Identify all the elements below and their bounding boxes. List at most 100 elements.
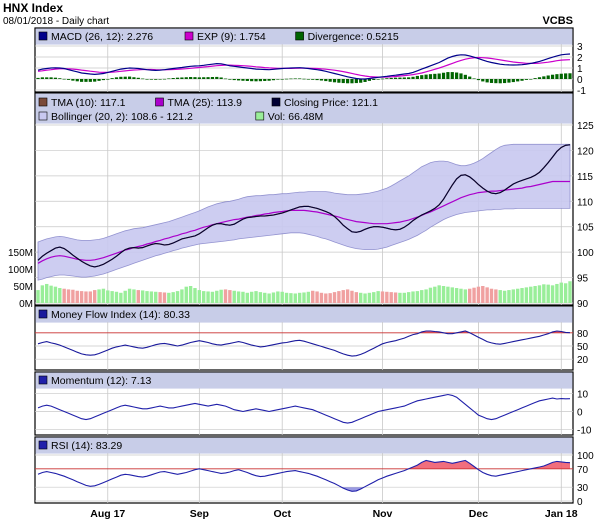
macd-divergence-bar-96 [455, 72, 459, 79]
momentum-ytick-0: 10 [577, 390, 589, 401]
volume-bar-108 [507, 290, 511, 303]
volume-bar-88 [420, 290, 424, 303]
rsi-panel: 100 70 30 0 RSI (14): 83.29 [34, 436, 594, 508]
volume-bar-29 [162, 292, 167, 303]
macd-divergence-bar-112 [524, 79, 528, 80]
volume-bar-3 [49, 285, 53, 303]
volume-bar-112 [524, 287, 529, 303]
macd-divergence-bar-3 [49, 77, 53, 79]
momentum-legend-label-0: Momentum (12): 7.13 [51, 375, 152, 387]
macd-divergence-bar-121 [564, 73, 568, 79]
macd-divergence-bar-115 [537, 77, 542, 79]
volume-bar-93 [441, 286, 446, 303]
rsi-line [37, 459, 571, 492]
volume-bar-82 [393, 292, 398, 303]
x-tick-label-2: Oct [273, 508, 291, 520]
macd-legend-swatch-2 [295, 31, 304, 41]
price-ytick-1: 120 [577, 146, 594, 157]
volume-bar-60 [297, 292, 302, 303]
macd-divergence-bar-106 [498, 79, 502, 84]
macd-divergence-bar-58 [289, 78, 293, 80]
mfi-legend-label-0: Money Flow Index (14): 80.33 [51, 309, 190, 321]
macd-divergence-bar-95 [450, 72, 454, 79]
volume-bar-95 [450, 287, 454, 303]
macd-divergence-bar-62 [306, 79, 310, 80]
macd-ytick-0: 3 [577, 42, 583, 53]
macd-divergence-bar-81 [389, 77, 393, 79]
volume-bar-19 [119, 292, 123, 303]
price-legend-band [35, 93, 573, 124]
volume-ytick-2: 50M [14, 282, 33, 293]
volume-bar-97 [459, 288, 463, 303]
macd-divergence-bar-98 [463, 74, 467, 79]
macd-ytick-4: -1 [577, 86, 586, 97]
macd-divergence-bar-45 [232, 79, 236, 81]
volume-ytick-1: 100M [8, 265, 33, 276]
macd-divergence-bar-82 [393, 77, 398, 79]
macd-divergence-bar-23 [136, 77, 140, 79]
volume-bar-6 [62, 288, 66, 303]
volume-bar-31 [171, 292, 175, 303]
volume-bar-76 [367, 292, 372, 303]
macd-divergence-bar-104 [489, 79, 494, 83]
volume-bar-65 [319, 292, 324, 303]
macd-divergence-bar-44 [228, 79, 232, 80]
macd-divergence-bar-17 [110, 78, 114, 79]
macd-divergence-bar-102 [481, 79, 485, 82]
macd-divergence-bar-74 [359, 79, 363, 83]
volume-bar-58 [289, 293, 293, 303]
macd-divergence-bar-50 [254, 79, 258, 82]
macd-divergence-bar-49 [250, 79, 254, 82]
x-tick-label-4: Dec [469, 508, 488, 520]
price-panel: 125 120 115 110 105 100 95 90 150M 100M 50M 0M TMA (… [8, 92, 594, 310]
macd-legend-band [35, 28, 573, 45]
macd-divergence-bar-22 [132, 77, 136, 79]
volume-bar-0 [36, 290, 40, 303]
mfi-legend-swatch-0 [38, 309, 48, 319]
price-ytick-6: 95 [577, 274, 589, 285]
volume-bar-85 [406, 292, 411, 303]
mfi-ytick-0: 80 [577, 329, 589, 340]
volume-bar-21 [127, 288, 132, 303]
price-legend-b-swatch-0 [38, 111, 48, 121]
macd-divergence-bar-27 [154, 79, 158, 80]
volume-bar-28 [158, 292, 162, 303]
macd-legend-label-1: EXP (9): 1.754 [197, 31, 266, 43]
volume-bar-117 [546, 284, 550, 303]
volume-bar-5 [58, 288, 62, 303]
macd-divergence-bar-84 [402, 77, 406, 79]
volume-bar-46 [236, 291, 241, 303]
macd-divergence-bar-89 [424, 74, 428, 79]
macd-legend-swatch-1 [184, 31, 194, 41]
volume-bar-121 [563, 283, 568, 303]
volume-bar-25 [145, 291, 149, 303]
mfi-line [37, 330, 571, 357]
macd-divergence-bar-107 [502, 79, 507, 84]
macd-divergence-bar-7 [66, 79, 71, 80]
volume-bar-18 [114, 291, 119, 303]
volume-bar-7 [66, 289, 71, 303]
macd-divergence-bar-60 [298, 78, 302, 80]
macd-legend-swatch-0 [38, 31, 48, 41]
volume-bar-57 [284, 292, 289, 303]
volume-bar-68 [332, 292, 337, 303]
price-ytick-4: 105 [577, 223, 594, 234]
rsi-legend-swatch-0 [38, 440, 48, 450]
volume-bar-102 [481, 286, 485, 303]
macd-line [37, 53, 571, 80]
volume-bar-11 [84, 291, 88, 303]
volume-bar-32 [175, 291, 180, 303]
macd-divergence-bar-94 [446, 72, 450, 79]
macd-divergence-bar-114 [533, 78, 537, 79]
macd-divergence-bar-8 [71, 79, 75, 81]
volume-bar-22 [132, 289, 136, 303]
x-tick-label-1: Sep [190, 508, 209, 520]
macd-divergence-bar-25 [145, 79, 149, 80]
volume-bar-59 [293, 293, 297, 303]
macd-divergence-bar-79 [380, 78, 385, 80]
volume-bar-101 [476, 286, 481, 303]
macd-divergence-bar-14 [97, 79, 101, 81]
rsi-ytick-3: 0 [577, 497, 583, 508]
macd-ytick-1: 2 [577, 53, 583, 64]
